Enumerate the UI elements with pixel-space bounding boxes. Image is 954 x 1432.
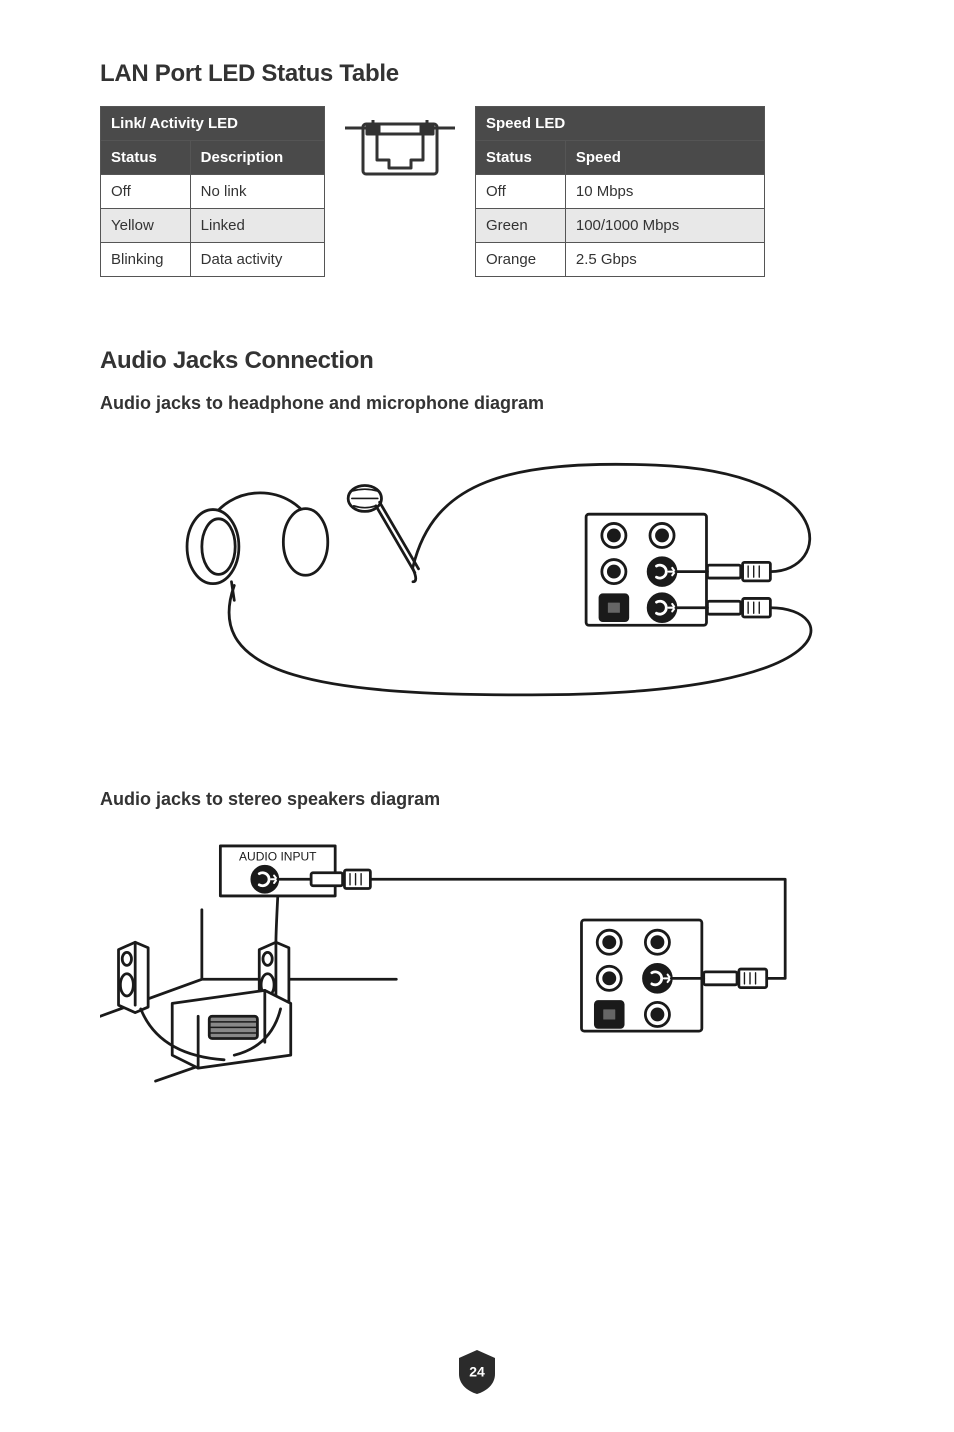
cell: Off: [476, 175, 566, 209]
cell: Green: [476, 209, 566, 243]
ethernet-port-icon: [325, 106, 475, 184]
headphone-mic-diagram: [100, 434, 850, 724]
link-table-header: Link/ Activity LED: [101, 107, 325, 141]
table-row: Yellow Linked: [101, 209, 325, 243]
cell: Data activity: [190, 243, 324, 277]
speed-table-header: Speed LED: [476, 107, 765, 141]
link-activity-table: Link/ Activity LED Status Description Of…: [100, 106, 325, 277]
diagram1-title: Audio jacks to headphone and microphone …: [100, 393, 854, 414]
cell: No link: [190, 175, 324, 209]
page-number-badge: 24: [455, 1348, 499, 1396]
cell: 100/1000 Mbps: [565, 209, 764, 243]
cell: Blinking: [101, 243, 191, 277]
speed-col-speed: Speed: [565, 141, 764, 175]
table-row: Off No link: [101, 175, 325, 209]
audio-input-label: AUDIO INPUT: [239, 850, 317, 864]
lan-title: LAN Port LED Status Table: [100, 60, 854, 88]
table-row: Orange 2.5 Gbps: [476, 243, 765, 277]
lan-tables-row: Link/ Activity LED Status Description Of…: [100, 106, 854, 277]
stereo-speakers-diagram: AUDIO INPUT: [100, 830, 850, 1110]
speed-col-status: Status: [476, 141, 566, 175]
speed-led-table: Speed LED Status Speed Off 10 Mbps Green…: [475, 106, 765, 277]
table-row: Off 10 Mbps: [476, 175, 765, 209]
page-number: 24: [469, 1363, 485, 1379]
diagram2-title: Audio jacks to stereo speakers diagram: [100, 789, 854, 810]
cell: Orange: [476, 243, 566, 277]
table-row: Blinking Data activity: [101, 243, 325, 277]
cell: 10 Mbps: [565, 175, 764, 209]
cell: 2.5 Gbps: [565, 243, 764, 277]
link-col-status: Status: [101, 141, 191, 175]
cell: Yellow: [101, 209, 191, 243]
cell: Off: [101, 175, 191, 209]
link-col-desc: Description: [190, 141, 324, 175]
cell: Linked: [190, 209, 324, 243]
audio-title: Audio Jacks Connection: [100, 347, 854, 375]
table-row: Green 100/1000 Mbps: [476, 209, 765, 243]
